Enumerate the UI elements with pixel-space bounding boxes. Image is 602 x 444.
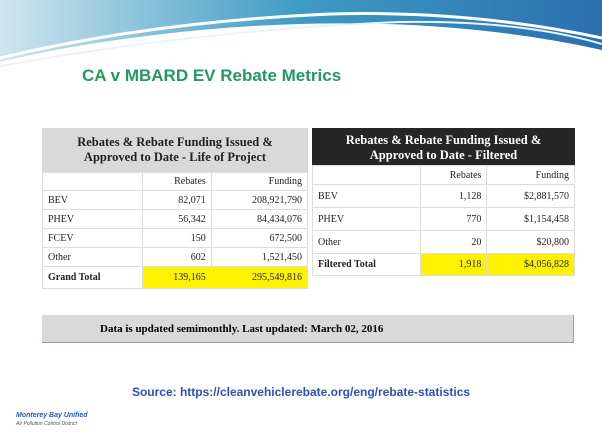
data-row: Filtered Total 1,918 $4,056,828 xyxy=(312,253,575,276)
label-cell: FCEV xyxy=(41,228,144,248)
number-cell: 208,921,790 xyxy=(210,190,309,210)
number-cell: $4,056,828 xyxy=(486,253,575,276)
table-title: Rebates & Rebate Funding Issued & Approv… xyxy=(42,128,308,172)
label-cell: PHEV xyxy=(312,207,421,231)
table-title: Rebates & Rebate Funding Issued & Approv… xyxy=(312,128,575,165)
label-cell: Filtered Total xyxy=(312,253,421,276)
number-cell: 84,434,076 xyxy=(210,209,309,229)
number-cell: 139,165 xyxy=(142,266,212,289)
header-cell: Rebates xyxy=(419,165,488,185)
number-cell: 1,521,450 xyxy=(210,247,309,267)
data-row: BEV 82,071 208,921,790 xyxy=(41,190,309,210)
header-cell: Funding xyxy=(486,165,575,185)
update-note: Data is updated semimonthly. Last update… xyxy=(42,315,574,343)
number-cell: $1,154,458 xyxy=(486,207,575,231)
number-cell: $20,800 xyxy=(486,230,575,254)
data-row: PHEV 770 $1,154,458 xyxy=(312,207,575,231)
data-row: FCEV 150 672,500 xyxy=(41,228,309,248)
data-table: Rebates Funding BEV 82,071 208,921,790 PHEV 56… xyxy=(41,172,309,289)
data-row: BEV 1,128 $2,881,570 xyxy=(312,184,575,208)
table-life: Rebates & Rebate Funding Issued & Approv… xyxy=(41,128,309,289)
number-cell: 1,128 xyxy=(419,184,488,208)
header-row: Rebates Funding xyxy=(41,172,309,191)
data-table: Rebates Funding BEV 1,128 $2,881,570 PHEV 770 $… xyxy=(312,165,575,276)
logo: Monterey Bay Unified Air Pollution Contr… xyxy=(16,412,88,428)
label-cell: BEV xyxy=(312,184,421,208)
number-cell: 20 xyxy=(419,230,488,254)
header-row: Rebates Funding xyxy=(312,165,575,185)
number-cell: 672,500 xyxy=(210,228,309,248)
data-row: Other 20 $20,800 xyxy=(312,230,575,254)
source: Source: https://cleanvehiclerebate.org/e… xyxy=(131,385,471,399)
number-cell: 770 xyxy=(419,207,488,231)
data-row: PHEV 56,342 84,434,076 xyxy=(41,209,309,229)
number-cell: 82,071 xyxy=(142,190,212,210)
logo-subtitle: Air Pollution Control District xyxy=(16,421,77,427)
number-cell: $2,881,570 xyxy=(486,184,575,208)
slide-title: CA v MBARD EV Rebate Metrics xyxy=(82,66,342,85)
label-cell: BEV xyxy=(41,190,144,210)
label-cell: Grand Total xyxy=(41,266,144,289)
header-cell xyxy=(312,165,421,185)
label-cell: PHEV xyxy=(41,209,144,229)
logo-name: Monterey Bay Unified xyxy=(16,412,88,419)
label-cell: Other xyxy=(41,247,144,267)
header-cell xyxy=(41,172,144,191)
header-swoosh xyxy=(0,0,602,67)
number-cell: 1,918 xyxy=(419,253,488,276)
number-cell: 295,549,816 xyxy=(210,266,309,289)
header-cell: Rebates xyxy=(142,172,212,191)
label-cell: Other xyxy=(312,230,421,254)
data-row: Other 602 1,521,450 xyxy=(41,247,309,267)
number-cell: 56,342 xyxy=(142,209,212,229)
number-cell: 150 xyxy=(142,228,212,248)
number-cell: 602 xyxy=(142,247,212,267)
data-row: Grand Total 139,165 295,549,816 xyxy=(41,266,309,289)
table-filtered: Rebates & Rebate Funding Issued & Approv… xyxy=(312,128,575,276)
header-cell: Funding xyxy=(210,172,309,191)
